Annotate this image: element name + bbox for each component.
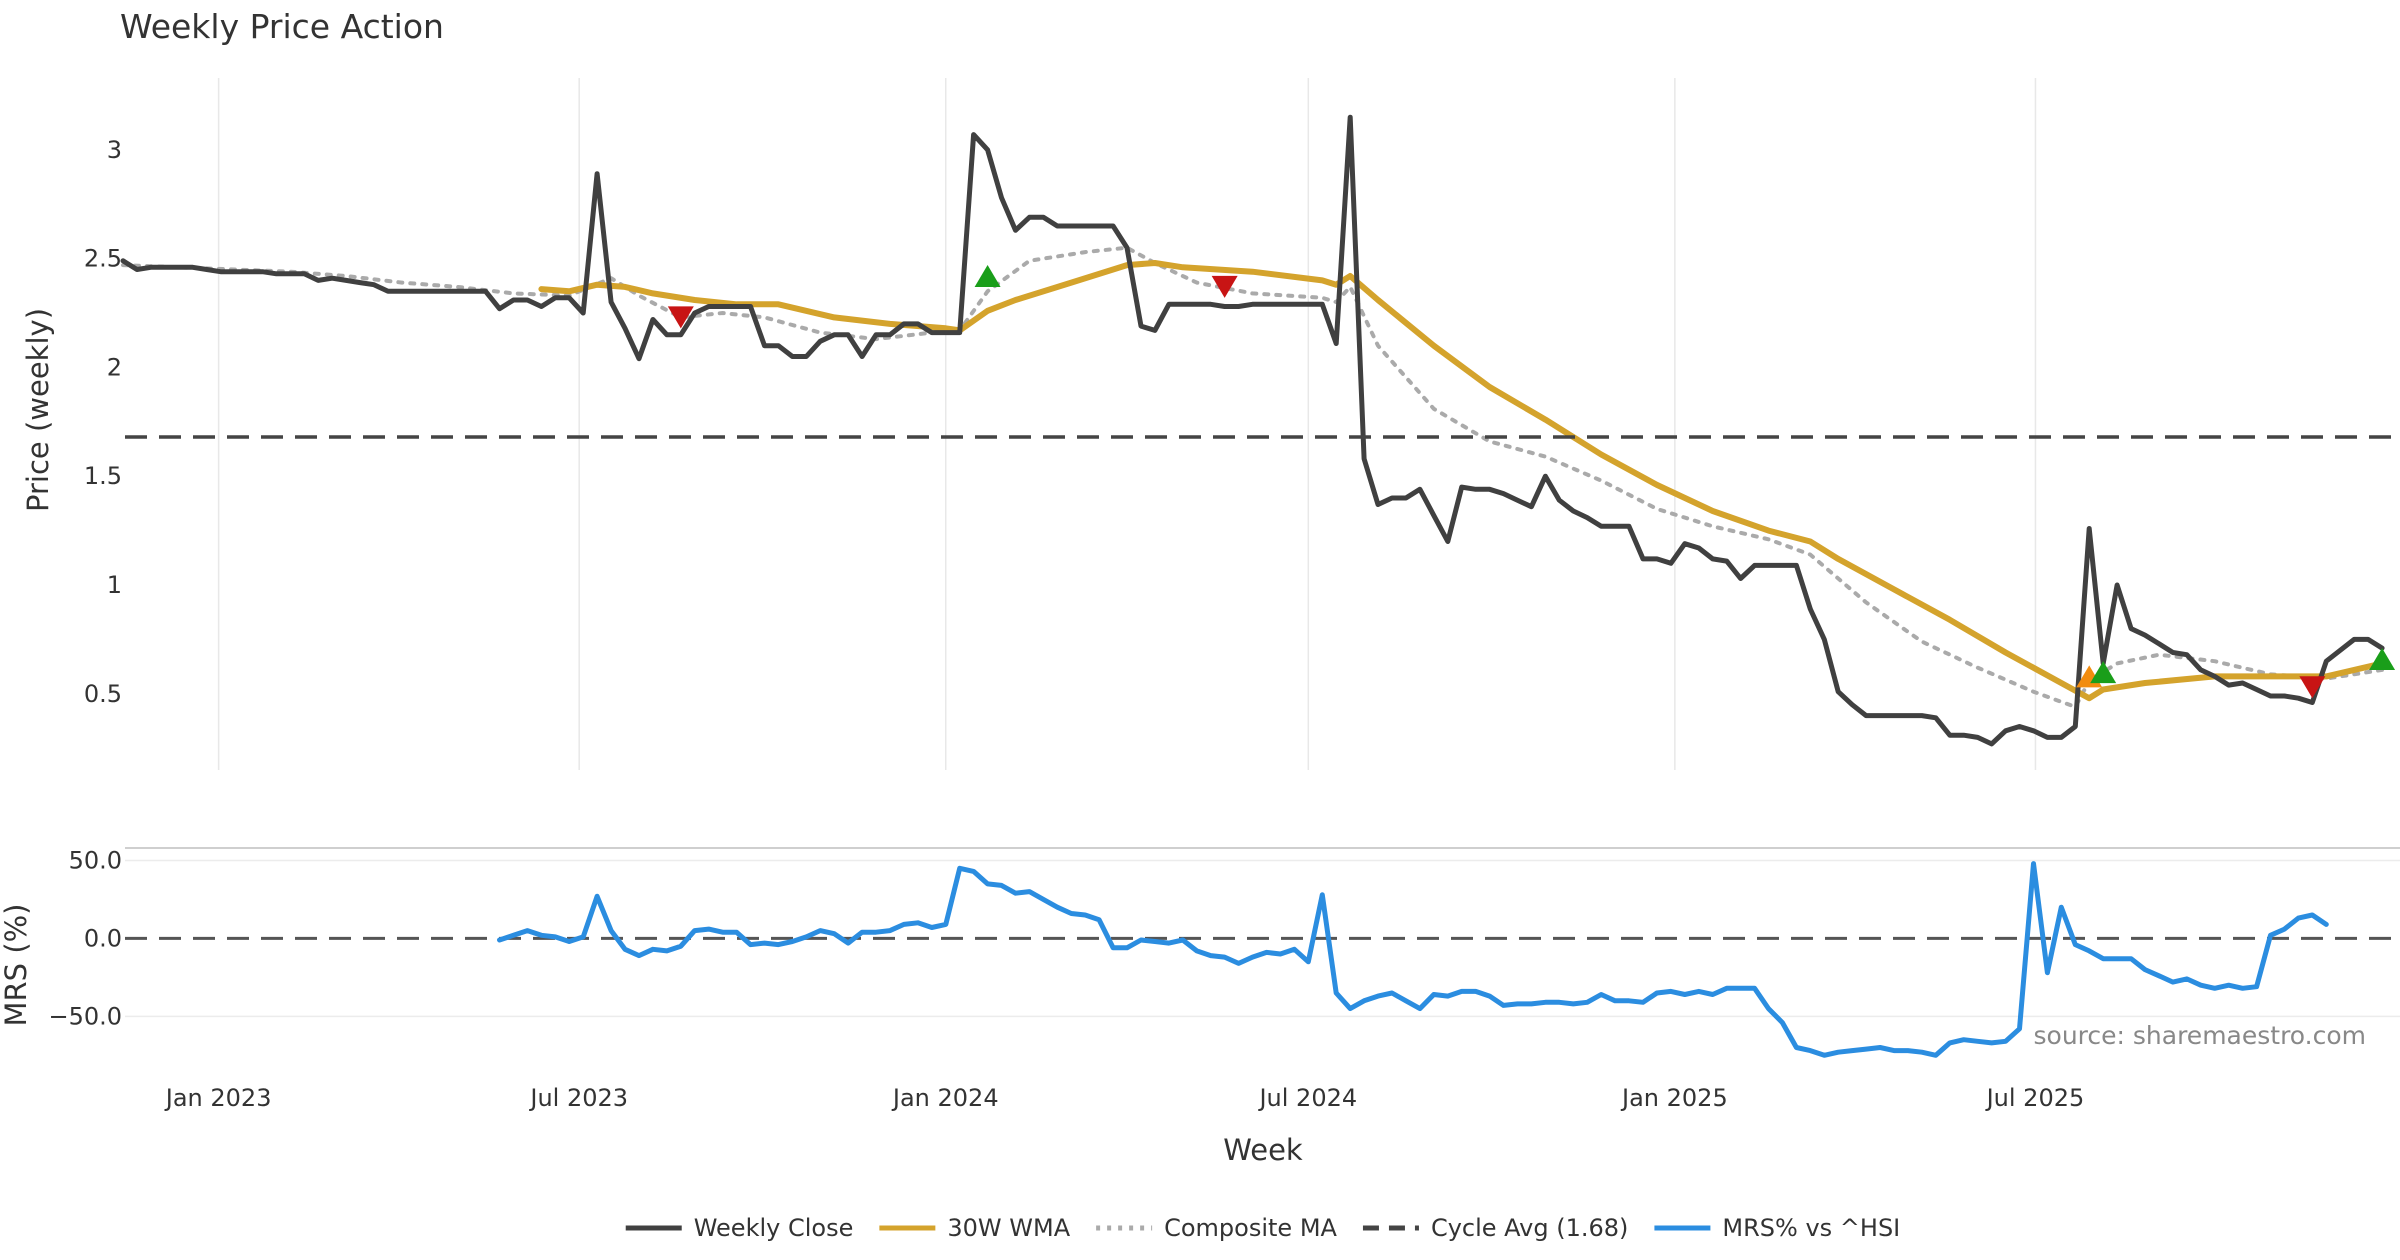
legend-label: 30W WMA — [947, 1214, 1070, 1242]
x-tick-label: Jul 2024 — [1257, 1084, 1357, 1112]
30w-wma-series-line — [538, 260, 2386, 702]
mrs-y-axis-title: MRS (%) — [0, 904, 33, 1027]
price-y-tick-label: 3 — [107, 136, 122, 164]
buy-signal-marker — [974, 265, 1001, 288]
x-axis: Jan 2023 Jul 2023 Jan 2024 Jul 2024 Jan 2025… — [164, 1084, 2085, 1112]
legend-label: Cycle Avg (1.68) — [1431, 1214, 1628, 1242]
mrs-y-tick-label: 0.0 — [84, 924, 122, 952]
sell-signal-marker — [667, 306, 694, 329]
x-tick-label: Jan 2025 — [1620, 1084, 1728, 1112]
x-tick-label: Jul 2025 — [1985, 1084, 2085, 1112]
mrs-y-tick-label: 50.0 — [69, 846, 122, 874]
sell-signal-marker — [1211, 275, 1238, 298]
buy-signal-marker — [2369, 648, 2396, 671]
source-annotation: source: sharemaestro.com — [2034, 1021, 2367, 1050]
legend-label: Composite MA — [1164, 1214, 1337, 1242]
price-y-tick-label: 2 — [107, 353, 122, 381]
weekly-close-series-line — [120, 114, 2385, 747]
x-axis-title: Week — [1223, 1133, 1303, 1167]
mrs-series-line — [497, 861, 2329, 1058]
chart-title: Weekly Price Action — [120, 7, 444, 46]
buy-signal-marker — [2090, 661, 2117, 684]
price-panel: 0.5 1 1.5 2 2.5 3 — [84, 114, 2400, 747]
x-tick-label: Jan 2023 — [164, 1084, 272, 1112]
mrs-y-tick-label: −50.0 — [48, 1002, 122, 1030]
price-y-tick-label: 0.5 — [84, 680, 122, 708]
x-tick-label: Jul 2023 — [528, 1084, 628, 1112]
sell-signal-marker — [2299, 676, 2326, 699]
price-y-tick-label: 1 — [107, 571, 122, 599]
legend: Weekly Close 30W WMA Composite MA Cycle Avg… — [625, 1214, 1900, 1242]
price-y-tick-label: 1.5 — [84, 462, 122, 490]
legend-label: MRS% vs ^HSI — [1722, 1214, 1900, 1242]
price-y-axis-title: Price (weekly) — [21, 308, 55, 512]
x-tick-label: Jan 2024 — [891, 1084, 999, 1112]
gridlines — [217, 78, 2037, 770]
price-y-tick-label: 2.5 — [84, 245, 122, 273]
legend-label: Weekly Close — [694, 1214, 854, 1242]
mrs-panel: −50.0 0.0 50.0 — [48, 846, 2400, 1058]
composite-ma-series-line — [121, 245, 2385, 709]
